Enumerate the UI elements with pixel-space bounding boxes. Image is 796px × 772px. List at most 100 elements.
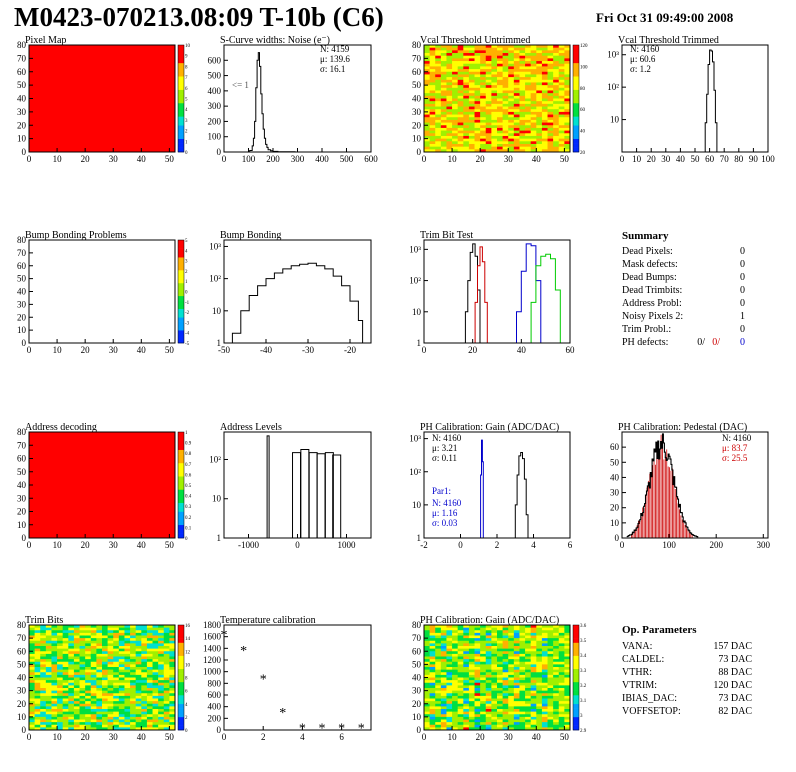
- heatmap-cell: [525, 103, 532, 107]
- heatmap-cell: [536, 656, 543, 660]
- heatmap-cell: [530, 635, 537, 639]
- colorbar-segment: [178, 445, 184, 450]
- heatmap-cell: [96, 640, 103, 644]
- y-tick-label: 50: [412, 659, 422, 669]
- heatmap-cell: [536, 98, 543, 102]
- heatmap-cell: [547, 709, 554, 713]
- heatmap-cell: [429, 146, 436, 150]
- y-tick-label: 1400: [203, 643, 222, 653]
- heatmap-cell: [146, 706, 153, 710]
- y-tick-label: 80: [17, 40, 27, 50]
- heatmap-cell: [457, 111, 464, 115]
- heatmap-cell: [113, 690, 120, 694]
- heatmap-cell: [474, 87, 481, 91]
- heatmap-cell: [502, 125, 509, 129]
- x-tick-label: 40: [532, 154, 542, 164]
- heatmap-cell: [141, 680, 148, 684]
- heatmap-cell: [141, 659, 148, 663]
- plot-title-scurve-noise: S-Curve widths: Noise (e⁻): [220, 35, 330, 46]
- heatmap-cell: [68, 688, 75, 692]
- heatmap-cell: [424, 635, 431, 639]
- summary-row-value: 0: [740, 272, 745, 283]
- heatmap-cell: [480, 685, 487, 689]
- heatmap-cell: [79, 661, 86, 665]
- heatmap-cell: [440, 724, 447, 728]
- x-tick-label: 0: [27, 732, 32, 742]
- heatmap-cell: [536, 703, 543, 707]
- heatmap-cell: [480, 47, 487, 51]
- heatmap-cell: [541, 724, 548, 728]
- heatmap-cell: [547, 53, 554, 57]
- heatmap-cell: [553, 106, 560, 110]
- heatmap-cell: [541, 661, 548, 665]
- heatmap-cell: [152, 630, 159, 634]
- x-tick-label: 30: [109, 540, 119, 550]
- heatmap-cell: [541, 133, 548, 137]
- heatmap-cell: [463, 106, 470, 110]
- colorbar-segment: [573, 664, 579, 670]
- op-parameter-label: VOFFSETOP:: [622, 706, 681, 717]
- heatmap-cell: [107, 669, 114, 673]
- x-tick-label: 10: [53, 345, 63, 355]
- colorbar-tick-label: 120: [580, 44, 588, 49]
- heatmap-cell: [440, 625, 447, 629]
- heatmap-cell: [491, 103, 498, 107]
- heatmap-cell: [40, 661, 47, 665]
- heatmap-cell: [558, 74, 565, 78]
- heatmap-cell: [57, 643, 64, 647]
- heatmap-cell: [519, 630, 526, 634]
- heatmap-cell: [502, 61, 509, 65]
- heatmap-cell: [508, 66, 515, 70]
- heatmap-cell: [541, 677, 548, 681]
- heatmap-cell: [135, 667, 142, 671]
- heatmap-cell: [73, 711, 80, 715]
- heatmap-cell: [452, 643, 459, 647]
- heatmap-cell: [90, 638, 97, 642]
- heatmap-cell: [536, 688, 543, 692]
- heatmap-cell: [547, 646, 554, 650]
- heatmap-cell: [68, 664, 75, 668]
- heatmap-cell: [113, 653, 120, 657]
- y-tick-label: 20: [610, 503, 620, 513]
- heatmap-cell: [502, 643, 509, 647]
- heatmap-cell: [73, 664, 80, 668]
- heatmap-cell: [485, 111, 492, 115]
- heatmap-cell: [564, 135, 571, 140]
- heatmap-cell: [90, 701, 97, 705]
- heatmap-cell: [519, 50, 526, 54]
- heatmap-cell: [102, 706, 109, 710]
- colorbar-segment: [178, 625, 184, 630]
- heatmap-cell: [440, 651, 447, 655]
- heatmap-cell: [502, 87, 509, 91]
- heatmap-cell: [79, 674, 86, 678]
- heatmap-cell: [457, 146, 464, 150]
- heatmap-cell: [468, 714, 475, 718]
- colorbar-segment: [573, 116, 579, 122]
- heatmap-cell: [96, 719, 103, 723]
- colorbar-segment: [573, 651, 579, 656]
- heatmap-cell: [62, 680, 69, 684]
- heatmap-cell: [124, 653, 131, 657]
- heatmap-cell: [525, 722, 532, 726]
- heatmap-cell: [474, 632, 481, 636]
- heatmap-cell: [435, 119, 442, 123]
- summary-row-value: 0: [740, 298, 745, 309]
- heatmap-cell: [102, 656, 109, 660]
- heatmap-cell: [525, 703, 532, 707]
- heatmap-cell: [513, 701, 520, 705]
- colorbar-segment: [178, 668, 184, 674]
- heatmap-cell: [541, 653, 548, 657]
- heatmap-cell: [513, 45, 520, 49]
- heatmap-cell: [513, 127, 520, 131]
- heatmap-cell: [40, 716, 47, 720]
- heatmap-cell: [519, 90, 526, 94]
- heatmap-cell: [508, 688, 515, 692]
- y-tick-label: 10: [212, 306, 222, 316]
- heatmap-cell: [158, 727, 165, 731]
- heatmap-cell: [124, 674, 131, 678]
- colorbar-segment: [178, 703, 184, 709]
- heatmap-cell: [474, 640, 481, 644]
- heatmap-cell: [34, 693, 41, 697]
- heatmap-cell: [118, 638, 125, 642]
